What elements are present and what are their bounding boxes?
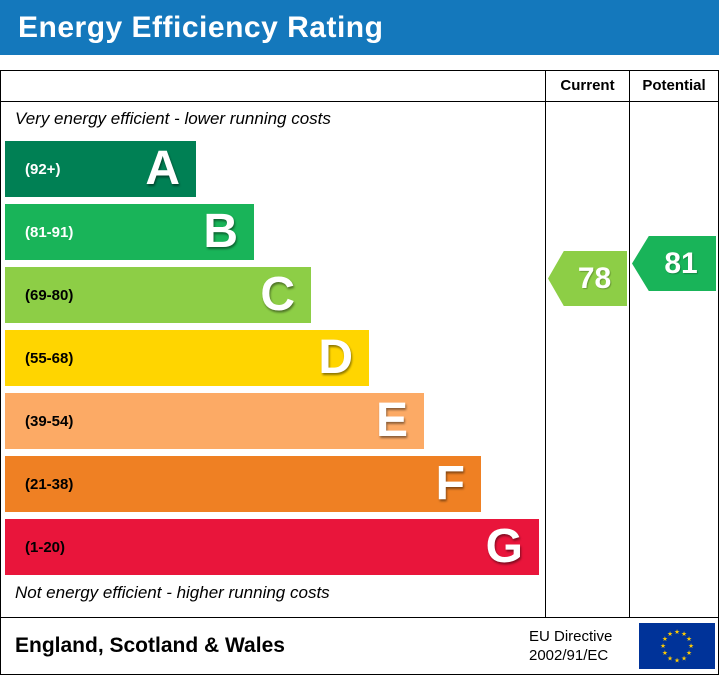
band-a-letter: A bbox=[145, 142, 180, 195]
band-f-letter: F bbox=[435, 457, 465, 510]
band-d-letter: D bbox=[318, 331, 353, 384]
band-f: (21-38) F bbox=[5, 456, 481, 512]
band-c: (69-80) C bbox=[5, 267, 311, 323]
band-b-range-label: (81-91) bbox=[25, 223, 74, 241]
bottom-note: Not energy efficient - higher running co… bbox=[15, 583, 330, 602]
band-e-range-label: (39-54) bbox=[25, 412, 74, 430]
current-column-header: Current bbox=[560, 77, 615, 94]
current-column-divider bbox=[545, 71, 546, 617]
top-note: Very energy efficient - lower running co… bbox=[15, 109, 331, 128]
svg-text:★: ★ bbox=[688, 642, 694, 650]
region-label: England, Scotland & Wales bbox=[15, 634, 285, 657]
svg-text:★: ★ bbox=[660, 642, 666, 650]
band-e-letter: E bbox=[375, 394, 408, 447]
band-b: (81-91) B bbox=[5, 204, 254, 260]
eu-directive-line1: EU Directive bbox=[529, 628, 613, 645]
svg-text:★: ★ bbox=[667, 630, 673, 638]
footer: England, Scotland & Wales EU Directive 2… bbox=[0, 617, 719, 675]
band-a-range-label: (92+) bbox=[25, 160, 61, 178]
band-d-range-label: (55-68) bbox=[25, 349, 74, 367]
current-rating-value: 78 bbox=[577, 261, 612, 295]
title-bar: Energy Efficiency Rating bbox=[0, 0, 719, 55]
current-rating-arrow: 78 bbox=[548, 251, 627, 306]
header-row-divider bbox=[1, 101, 718, 102]
potential-column-header: Potential bbox=[642, 77, 706, 94]
band-c-range-label: (69-80) bbox=[25, 286, 74, 304]
svg-text:★: ★ bbox=[674, 656, 680, 664]
band-g: (1-20) G bbox=[5, 519, 539, 575]
band-b-letter: B bbox=[203, 205, 238, 258]
potential-rating-value: 81 bbox=[664, 246, 698, 280]
band-d: (55-68) D bbox=[5, 330, 369, 386]
svg-text:★: ★ bbox=[662, 649, 668, 657]
svg-text:★: ★ bbox=[667, 654, 673, 662]
eu-directive-line2: 2002/91/EC bbox=[529, 647, 609, 664]
svg-text:★: ★ bbox=[686, 635, 692, 643]
band-e: (39-54) E bbox=[5, 393, 424, 449]
chart-box: Current Potential Very energy efficient … bbox=[0, 70, 719, 618]
band-g-range-label: (1-20) bbox=[25, 538, 66, 556]
svg-text:★: ★ bbox=[674, 628, 680, 636]
band-g-letter: G bbox=[485, 520, 523, 573]
svg-text:★: ★ bbox=[686, 649, 692, 657]
svg-text:★: ★ bbox=[681, 630, 687, 638]
svg-text:★: ★ bbox=[662, 635, 668, 643]
svg-text:★: ★ bbox=[681, 654, 687, 662]
band-c-letter: C bbox=[260, 268, 295, 321]
potential-rating-arrow: 81 bbox=[632, 236, 716, 291]
potential-column-divider bbox=[629, 71, 630, 617]
band-f-range-label: (21-38) bbox=[25, 475, 74, 493]
page-title: Energy Efficiency Rating bbox=[18, 10, 384, 44]
eu-flag-icon: ★ ★ ★ ★ ★ ★ ★ ★ ★ ★ ★ ★ bbox=[639, 623, 715, 669]
band-a: (92+) A bbox=[5, 141, 196, 197]
eu-directive-label: EU Directive 2002/91/EC bbox=[529, 627, 612, 665]
